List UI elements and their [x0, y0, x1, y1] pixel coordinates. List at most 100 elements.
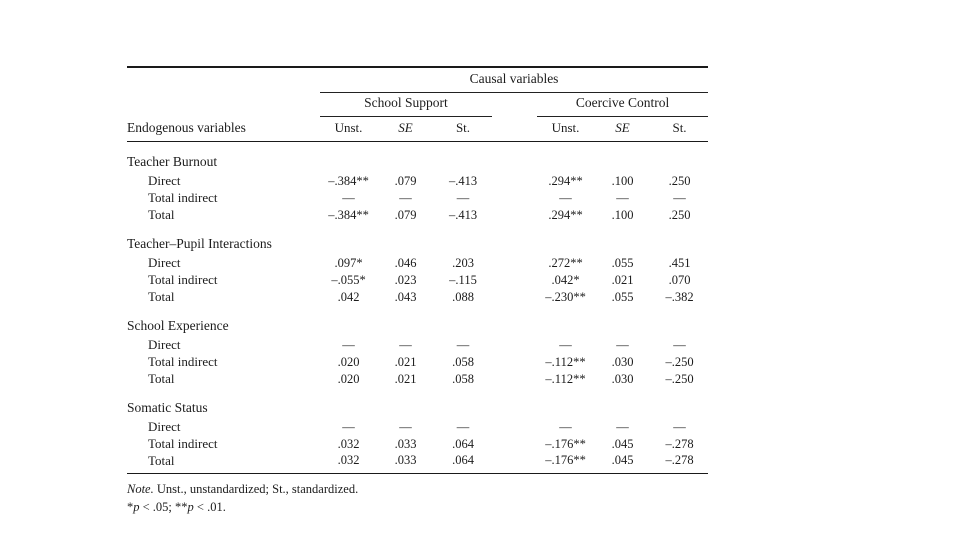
column-header-row: Endogenous variables Unst. SE St. Unst. …	[127, 116, 709, 142]
col-header-st-1: St.	[434, 116, 492, 142]
value-cell: .097*	[334, 255, 363, 270]
row-label: Direct	[148, 173, 181, 188]
footnotes: Note. Unst., unstandardized; St., standa…	[127, 481, 708, 516]
value-cell: .032	[320, 452, 377, 474]
table-row: Total –.384** .079 –.413 .294** .100 .250	[127, 207, 708, 224]
row-label: Total	[148, 207, 175, 222]
sig-p: p	[187, 499, 194, 514]
spanner-row: Causal variables	[127, 67, 709, 93]
row-label: Direct	[148, 255, 181, 270]
col-header-st-2: St.	[651, 116, 709, 142]
value-cell: –.176**	[545, 436, 586, 451]
value-cell: .030	[611, 354, 634, 369]
section-row: School Experience	[127, 306, 708, 337]
col-header-se-1: SE	[377, 116, 434, 142]
value-cell: .100	[611, 173, 634, 188]
value-cell: —	[399, 419, 412, 434]
sig-part: < .01.	[193, 499, 226, 514]
value-cell: –.382	[665, 289, 694, 304]
value-cell: —	[673, 419, 686, 434]
row-label: Total	[148, 371, 175, 386]
table-row: Direct — — — — — —	[127, 419, 708, 436]
group-heading-coercive-control: Coercive Control	[537, 92, 709, 117]
value-cell: .064	[452, 436, 474, 451]
row-label: Total indirect	[148, 190, 218, 205]
value-cell: .042	[337, 289, 360, 304]
value-cell: —	[342, 337, 355, 352]
value-cell: —	[559, 190, 572, 205]
effects-table-wrap: Causal variables School Support Coercive…	[127, 66, 709, 516]
column-gap	[492, 436, 537, 453]
effects-table: Causal variables School Support Coercive…	[127, 66, 709, 474]
column-gap	[492, 371, 537, 388]
value-cell: .294**	[548, 207, 583, 222]
value-cell: —	[673, 190, 686, 205]
value-cell: .023	[394, 272, 417, 287]
table-row: Direct –.384** .079 –.413 .294** .100 .250	[127, 173, 708, 190]
table-row: Direct .097* .046 .203 .272** .055 .451	[127, 255, 708, 272]
value-cell: –.278	[651, 452, 709, 474]
column-gap	[492, 354, 537, 371]
table-row: Total indirect –.055* .023 –.115 .042* .021 .0…	[127, 272, 708, 289]
spanner-stub-spacer	[127, 67, 320, 92]
column-gap	[492, 255, 537, 272]
value-cell: —	[342, 190, 355, 205]
value-cell: .088	[452, 289, 474, 304]
value-cell: —	[456, 337, 470, 352]
table-body: Teacher Burnout Direct –.384** .079 –.413 .29…	[127, 141, 709, 474]
spanner-heading: Causal variables	[320, 67, 709, 93]
value-cell: .021	[611, 272, 634, 287]
value-cell: –.384**	[328, 173, 369, 188]
value-cell: —	[559, 419, 572, 434]
value-cell: .294**	[548, 173, 583, 188]
column-gap	[492, 272, 537, 289]
note-label: Note.	[127, 481, 154, 496]
note-line: Note. Unst., unstandardized; St., standa…	[127, 481, 708, 498]
value-cell: –.278	[665, 436, 694, 451]
group-gap	[492, 92, 537, 116]
table-row: Total indirect — — — — — —	[127, 190, 708, 207]
value-cell: .058	[452, 371, 474, 386]
row-label: Direct	[148, 337, 181, 352]
row-label: Total	[148, 289, 175, 304]
column-gap	[492, 289, 537, 306]
value-cell: .203	[452, 255, 474, 270]
value-cell: .064	[434, 452, 492, 474]
column-gap	[492, 452, 537, 474]
value-cell: .033	[394, 436, 417, 451]
value-cell: –.112**	[545, 354, 586, 369]
sig-part: < .05; **	[139, 499, 188, 514]
value-cell: .021	[394, 354, 417, 369]
col-header-se-2: SE	[594, 116, 651, 142]
row-label: Total indirect	[148, 354, 218, 369]
value-cell: –.250	[665, 371, 694, 386]
value-cell: —	[399, 337, 412, 352]
value-cell: —	[399, 190, 412, 205]
value-cell: .042*	[551, 272, 580, 287]
section-row: Teacher–Pupil Interactions	[127, 224, 708, 255]
table-row: Total .020 .021 .058 –.112** .030 –.250	[127, 371, 708, 388]
value-cell: –.384**	[328, 207, 369, 222]
stub-header: Endogenous variables	[127, 116, 320, 142]
value-cell: –.230**	[545, 289, 586, 304]
col-header-unst-2: Unst.	[537, 116, 594, 142]
row-label: Total indirect	[148, 436, 218, 451]
value-cell: —	[456, 190, 470, 205]
value-cell: .020	[337, 354, 360, 369]
group-stub-spacer	[127, 92, 320, 116]
value-cell: .058	[452, 354, 474, 369]
value-cell: –.250	[665, 354, 694, 369]
section-title: Teacher Burnout	[127, 153, 218, 169]
value-cell: .033	[377, 452, 434, 474]
value-cell: .451	[668, 255, 691, 270]
sig-part: *	[127, 499, 134, 514]
column-gap	[492, 190, 537, 207]
value-cell: .045	[594, 452, 651, 474]
value-cell: .250	[668, 173, 691, 188]
column-gap	[492, 207, 537, 224]
column-gap	[492, 173, 537, 190]
section-title: School Experience	[127, 317, 229, 333]
section-title: Somatic Status	[127, 399, 208, 415]
row-label: Direct	[148, 419, 181, 434]
